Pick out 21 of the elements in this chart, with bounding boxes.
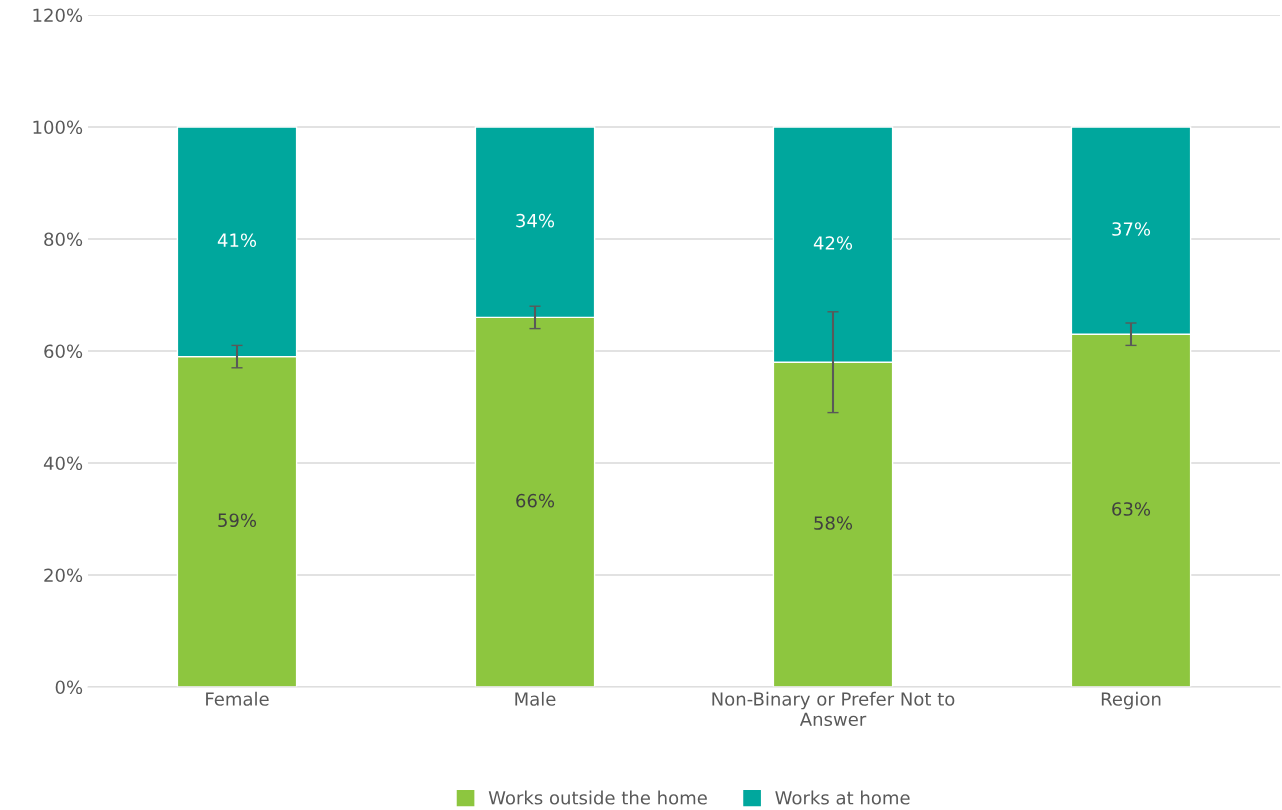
y-tick-label: 120% (33, 8, 83, 23)
y-tick-label: 0% (55, 680, 83, 695)
data-label: 66% (516, 493, 555, 508)
data-label: 59% (218, 513, 257, 528)
legend-label: Works outside the home (488, 790, 707, 805)
x-tick-label: Non-Binary or Prefer Not to Answer (712, 691, 955, 727)
x-tick-label: Region (1101, 691, 1161, 710)
y-tick-label: 60% (44, 344, 83, 359)
y-tick-label: 80% (44, 232, 83, 247)
data-label: 42% (813, 236, 853, 250)
data-label: 34% (516, 213, 555, 228)
y-tick-label: 40% (43, 456, 83, 471)
data-label: 37% (1112, 222, 1151, 236)
x-tick-label: Female (206, 691, 269, 706)
data-label: 63% (1112, 502, 1151, 516)
y-tick-label: 100% (33, 120, 83, 135)
x-tick-label: Male (515, 691, 556, 706)
y-tick-label: 20% (44, 568, 83, 583)
data-label: 58% (814, 516, 853, 530)
legend-label: Works at home (775, 790, 910, 805)
data-label: 41% (217, 233, 257, 248)
